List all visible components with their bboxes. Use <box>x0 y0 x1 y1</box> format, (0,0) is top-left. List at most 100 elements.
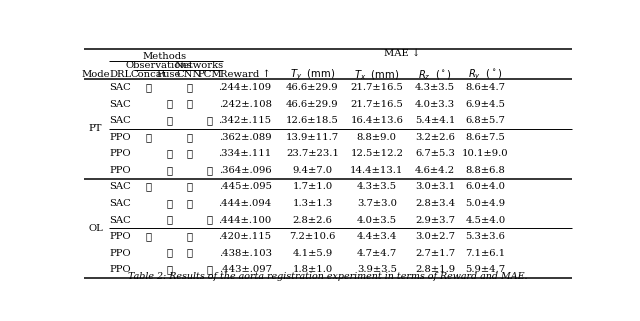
Text: ✓: ✓ <box>145 182 151 191</box>
Text: 46.6±29.9: 46.6±29.9 <box>286 83 339 92</box>
Text: 9.4±7.0: 9.4±7.0 <box>292 166 333 175</box>
Text: ✓: ✓ <box>166 166 172 175</box>
Text: PPO: PPO <box>109 265 131 274</box>
Text: ✓: ✓ <box>145 133 151 142</box>
Text: 2.9±3.7: 2.9±3.7 <box>415 215 455 225</box>
Text: 3.9±3.5: 3.9±3.5 <box>357 265 397 274</box>
Text: .334±.111: .334±.111 <box>218 149 272 158</box>
Text: 3.7±3.0: 3.7±3.0 <box>357 199 397 208</box>
Text: 12.5±12.2: 12.5±12.2 <box>350 149 403 158</box>
Text: .362±.089: .362±.089 <box>219 133 271 142</box>
Text: ✓: ✓ <box>166 215 172 225</box>
Text: ✓: ✓ <box>186 182 192 191</box>
Text: SAC: SAC <box>109 116 131 125</box>
Text: 8.6±4.7: 8.6±4.7 <box>465 83 506 92</box>
Text: 4.3±3.5: 4.3±3.5 <box>356 182 397 191</box>
Text: 4.0±3.5: 4.0±3.5 <box>356 215 397 225</box>
Text: ✓: ✓ <box>207 116 212 125</box>
Text: 8.8±6.8: 8.8±6.8 <box>465 166 505 175</box>
Text: ✓: ✓ <box>166 199 172 208</box>
Text: $R_z$  ($^\circ$): $R_z$ ($^\circ$) <box>418 68 452 82</box>
Text: 3.0±3.1: 3.0±3.1 <box>415 182 455 191</box>
Text: ✓: ✓ <box>207 265 212 274</box>
Text: Networks: Networks <box>175 61 224 70</box>
Text: .444±.094: .444±.094 <box>218 199 272 208</box>
Text: 6.0±4.0: 6.0±4.0 <box>465 182 506 191</box>
Text: Table 2: Results of the aorta registration experiment in terms of Reward and MAE: Table 2: Results of the aorta registrati… <box>128 272 528 281</box>
Text: PT: PT <box>89 125 102 134</box>
Text: 14.4±13.1: 14.4±13.1 <box>350 166 403 175</box>
Text: 4.1±5.9: 4.1±5.9 <box>292 249 333 258</box>
Text: SAC: SAC <box>109 199 131 208</box>
Text: Reward ↑: Reward ↑ <box>220 70 271 79</box>
Text: MAE ↓: MAE ↓ <box>383 49 420 58</box>
Text: 13.9±11.7: 13.9±11.7 <box>286 133 339 142</box>
Text: $R_y$  ($^\circ$): $R_y$ ($^\circ$) <box>468 67 502 82</box>
Text: .242±.108: .242±.108 <box>219 100 271 109</box>
Text: 3.0±2.7: 3.0±2.7 <box>415 232 455 241</box>
Text: .244±.109: .244±.109 <box>218 83 271 92</box>
Text: 2.8±3.4: 2.8±3.4 <box>415 199 455 208</box>
Text: .438±.103: .438±.103 <box>219 249 271 258</box>
Text: ✓: ✓ <box>145 232 151 241</box>
Text: DRL: DRL <box>109 70 131 79</box>
Text: ✓: ✓ <box>186 149 192 158</box>
Text: CNN: CNN <box>177 70 202 79</box>
Text: .443±.097: .443±.097 <box>219 265 271 274</box>
Text: PPO: PPO <box>109 149 131 158</box>
Text: ✓: ✓ <box>207 166 212 175</box>
Text: 23.7±23.1: 23.7±23.1 <box>286 149 339 158</box>
Text: ✓: ✓ <box>186 100 192 109</box>
Text: Fuse: Fuse <box>157 70 181 79</box>
Text: .364±.096: .364±.096 <box>219 166 271 175</box>
Text: 5.0±4.9: 5.0±4.9 <box>465 199 506 208</box>
Text: ✓: ✓ <box>186 83 192 92</box>
Text: 7.1±6.1: 7.1±6.1 <box>465 249 506 258</box>
Text: 3.2±2.6: 3.2±2.6 <box>415 133 455 142</box>
Text: ✓: ✓ <box>186 249 192 258</box>
Text: SAC: SAC <box>109 100 131 109</box>
Text: 6.7±5.3: 6.7±5.3 <box>415 149 455 158</box>
Text: 21.7±16.5: 21.7±16.5 <box>350 83 403 92</box>
Text: ✓: ✓ <box>166 116 172 125</box>
Text: 8.6±7.5: 8.6±7.5 <box>465 133 505 142</box>
Text: OL: OL <box>88 224 103 233</box>
Text: SAC: SAC <box>109 215 131 225</box>
Text: 1.7±1.0: 1.7±1.0 <box>292 182 333 191</box>
Text: 1.3±1.3: 1.3±1.3 <box>292 199 333 208</box>
Text: $T_x$  (mm): $T_x$ (mm) <box>354 68 399 82</box>
Text: SAC: SAC <box>109 182 131 191</box>
Text: ✓: ✓ <box>186 133 192 142</box>
Text: .445±.095: .445±.095 <box>219 182 271 191</box>
Text: SAC: SAC <box>109 83 131 92</box>
Text: 46.6±29.9: 46.6±29.9 <box>286 100 339 109</box>
Text: 5.4±4.1: 5.4±4.1 <box>415 116 455 125</box>
Text: ✓: ✓ <box>207 215 212 225</box>
Text: .420±.115: .420±.115 <box>218 232 271 241</box>
Text: 6.9±4.5: 6.9±4.5 <box>465 100 506 109</box>
Text: Observations: Observations <box>125 61 192 70</box>
Text: 4.3±3.5: 4.3±3.5 <box>415 83 455 92</box>
Text: PPO: PPO <box>109 166 131 175</box>
Text: 4.6±4.2: 4.6±4.2 <box>415 166 455 175</box>
Text: .342±.115: .342±.115 <box>218 116 271 125</box>
Text: Methods: Methods <box>143 52 187 61</box>
Text: ✓: ✓ <box>186 232 192 241</box>
Text: 6.8±5.7: 6.8±5.7 <box>465 116 505 125</box>
Text: PCM: PCM <box>197 70 221 79</box>
Text: 7.2±10.6: 7.2±10.6 <box>289 232 336 241</box>
Text: PPO: PPO <box>109 249 131 258</box>
Text: 2.7±1.7: 2.7±1.7 <box>415 249 455 258</box>
Text: PPO: PPO <box>109 232 131 241</box>
Text: $T_y$  (mm): $T_y$ (mm) <box>290 67 335 82</box>
Text: ✓: ✓ <box>166 100 172 109</box>
Text: .444±.100: .444±.100 <box>218 215 272 225</box>
Text: 8.8±9.0: 8.8±9.0 <box>357 133 397 142</box>
Text: 4.4±3.4: 4.4±3.4 <box>356 232 397 241</box>
Text: 4.7±4.7: 4.7±4.7 <box>356 249 397 258</box>
Text: ✓: ✓ <box>166 265 172 274</box>
Text: 2.8±2.6: 2.8±2.6 <box>292 215 332 225</box>
Text: ✓: ✓ <box>186 199 192 208</box>
Text: 10.1±9.0: 10.1±9.0 <box>462 149 509 158</box>
Text: 21.7±16.5: 21.7±16.5 <box>350 100 403 109</box>
